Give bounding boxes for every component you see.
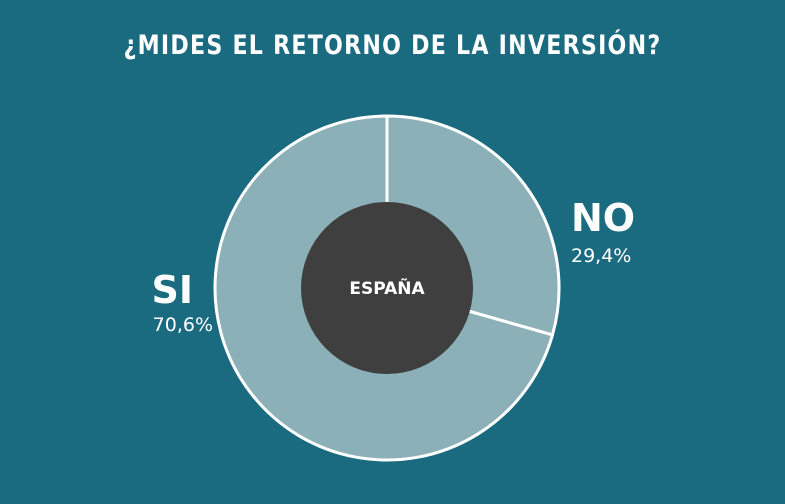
slice-value-no: 29,4%: [571, 245, 631, 267]
slice-value-si: 70,6%: [153, 314, 213, 336]
center-label: ESPAÑA: [349, 276, 425, 299]
chart-title: ¿MIDES EL RETORNO DE LA INVERSIÓN?: [123, 30, 662, 61]
donut-hole: [301, 202, 473, 374]
slice-label-no: NO: [571, 196, 635, 240]
slice-label-si: SI: [151, 268, 193, 312]
